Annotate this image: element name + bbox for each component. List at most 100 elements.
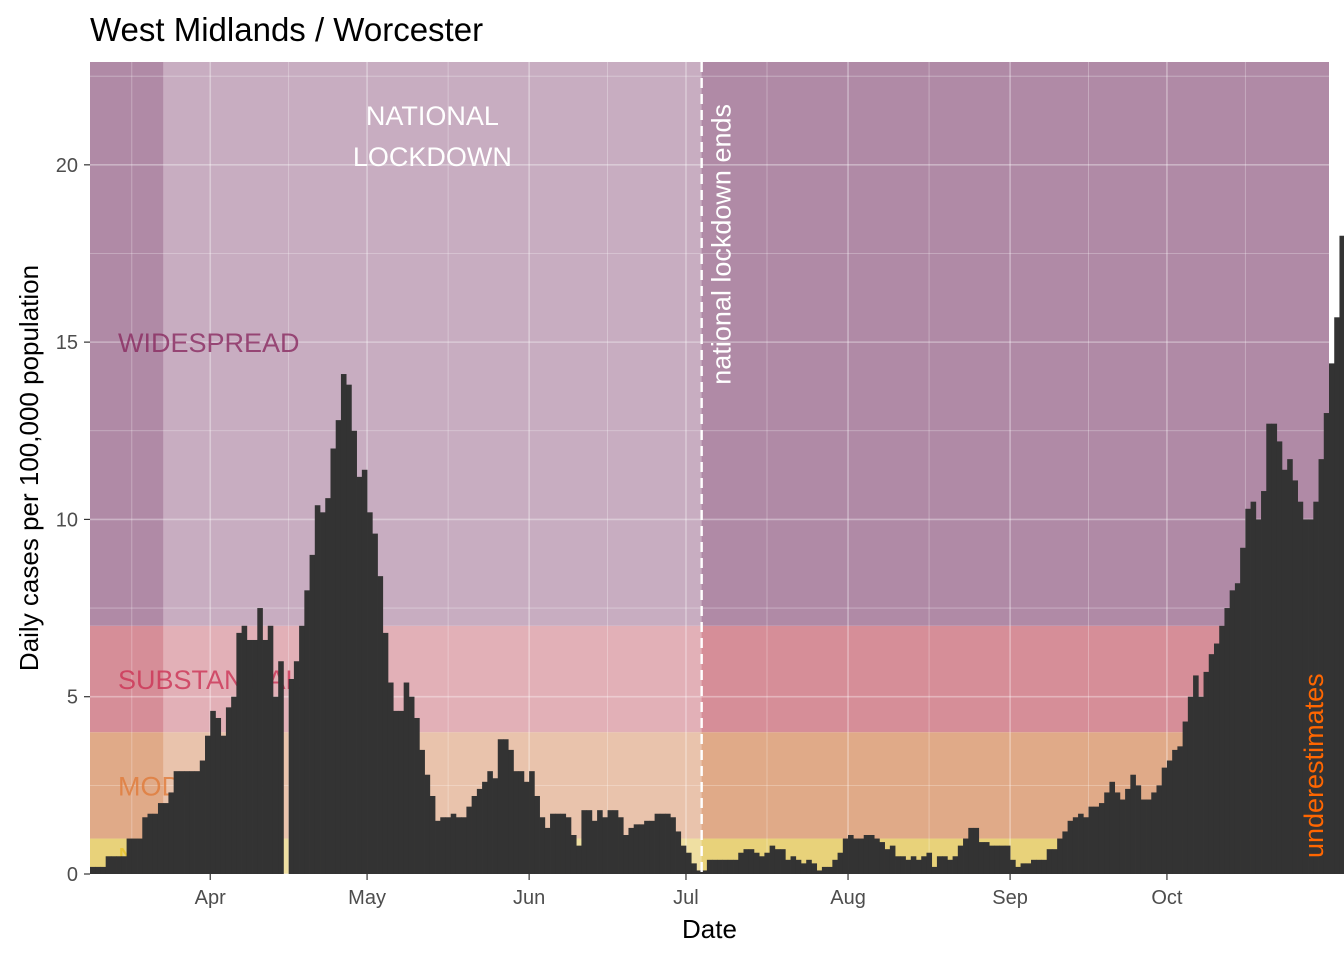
bar xyxy=(194,771,201,874)
bar xyxy=(262,639,269,874)
bar xyxy=(811,863,818,874)
bar xyxy=(257,608,263,874)
bar xyxy=(278,661,284,874)
bar xyxy=(231,696,237,874)
bar xyxy=(1051,849,1058,874)
bar xyxy=(774,849,781,874)
bar xyxy=(1208,654,1215,874)
bar xyxy=(738,852,744,874)
bar xyxy=(942,856,948,874)
bar xyxy=(717,859,723,874)
bar xyxy=(440,817,446,874)
x-tick-label: Apr xyxy=(195,887,226,909)
bar xyxy=(931,866,938,874)
bar xyxy=(534,795,540,874)
bar xyxy=(1240,547,1246,874)
bar xyxy=(1010,859,1016,874)
underestimates-label: underestimates xyxy=(1299,673,1329,858)
bar xyxy=(529,771,535,874)
bar xyxy=(968,827,974,874)
bar xyxy=(189,771,195,874)
bar xyxy=(1292,480,1298,874)
bar xyxy=(361,469,368,874)
bar xyxy=(408,696,415,874)
bar xyxy=(121,856,127,874)
severity-bands xyxy=(90,62,1329,874)
bar xyxy=(900,856,906,874)
bar xyxy=(1036,859,1042,874)
bar xyxy=(367,512,373,874)
bar xyxy=(320,512,326,874)
chart-title: West Midlands / Worcester xyxy=(90,11,483,48)
bar xyxy=(1088,806,1095,874)
bar xyxy=(701,870,708,874)
bar xyxy=(288,678,295,874)
bar xyxy=(1062,831,1068,874)
bar xyxy=(1318,459,1325,874)
bar xyxy=(842,838,849,874)
bar xyxy=(952,856,959,874)
band-label: WIDESPREAD xyxy=(118,328,300,358)
bar xyxy=(1046,849,1053,874)
bar xyxy=(429,795,436,874)
bar xyxy=(225,707,232,874)
bar xyxy=(1219,625,1225,874)
bar xyxy=(623,834,629,874)
bar xyxy=(246,639,253,874)
bar xyxy=(921,856,927,874)
bar xyxy=(1313,501,1319,874)
bar xyxy=(963,838,969,874)
bar xyxy=(1329,363,1335,874)
bar xyxy=(722,859,729,874)
bar xyxy=(821,866,828,874)
bar xyxy=(764,852,770,874)
bar xyxy=(1339,235,1344,875)
lockdown-label-line1: NATIONAL xyxy=(366,101,499,131)
bar xyxy=(868,834,875,874)
bars xyxy=(90,235,1344,875)
bar xyxy=(1093,806,1100,874)
bar xyxy=(973,827,980,874)
bar xyxy=(335,420,342,874)
bar xyxy=(1041,859,1048,874)
bar xyxy=(633,824,640,874)
bar xyxy=(518,771,525,874)
bar xyxy=(435,820,441,874)
bar xyxy=(957,845,964,874)
bar xyxy=(1213,643,1220,874)
bar xyxy=(905,859,912,874)
bar xyxy=(1031,859,1037,874)
bar xyxy=(879,842,885,874)
bar xyxy=(1203,671,1210,874)
bar xyxy=(680,845,687,874)
bar xyxy=(675,831,682,874)
bar xyxy=(90,866,96,874)
bar xyxy=(727,859,734,874)
bar xyxy=(424,774,431,874)
bar xyxy=(414,717,420,874)
bar xyxy=(1234,583,1241,874)
bar xyxy=(712,859,718,874)
bar xyxy=(461,817,467,874)
bar xyxy=(299,625,305,874)
bar xyxy=(733,859,739,874)
bar xyxy=(1125,788,1131,874)
bar xyxy=(1161,767,1168,874)
bar xyxy=(874,838,880,874)
bar xyxy=(1104,792,1110,874)
bar xyxy=(356,476,363,874)
bar xyxy=(1140,799,1147,874)
bar xyxy=(863,834,870,874)
bar xyxy=(267,625,274,874)
bar xyxy=(1308,519,1314,874)
bar xyxy=(780,849,786,874)
bar xyxy=(910,856,917,874)
bar xyxy=(586,810,593,874)
bar xyxy=(1271,423,1278,874)
bar xyxy=(853,838,859,874)
y-axis-title: Daily cases per 100,000 population xyxy=(14,265,44,671)
bar xyxy=(330,448,337,874)
bar xyxy=(550,813,556,874)
bar xyxy=(1334,317,1340,875)
bar xyxy=(487,771,493,874)
